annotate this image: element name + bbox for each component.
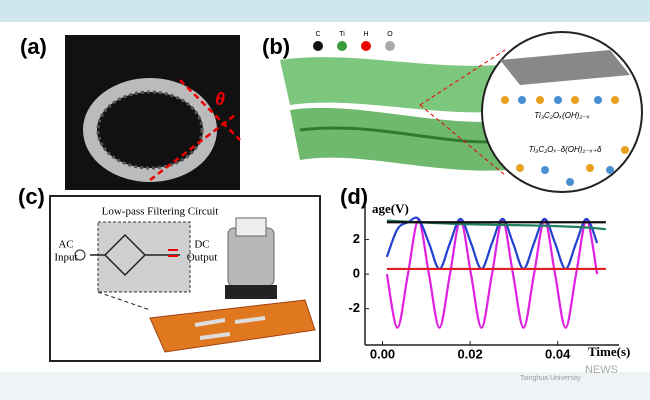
x-tick-label: 0.02 xyxy=(457,346,482,361)
layer xyxy=(280,57,520,113)
electrodes xyxy=(194,316,266,340)
input-label: Input xyxy=(54,252,77,264)
angle-line xyxy=(179,79,241,141)
ring xyxy=(83,78,217,182)
layer xyxy=(290,107,520,171)
x-axis-label: Time(s) xyxy=(588,344,630,359)
atom-legend xyxy=(313,41,395,51)
capacitor-base xyxy=(225,285,277,299)
x-tick-label: 0.04 xyxy=(545,346,571,361)
series-line xyxy=(385,219,599,329)
atom-label: H xyxy=(363,31,368,38)
angle-line xyxy=(149,114,236,181)
atom-dot xyxy=(385,41,395,51)
atom-dot xyxy=(313,41,323,51)
atom-dot xyxy=(337,41,347,51)
output-label: Output xyxy=(187,252,218,264)
watermark-news: NEWS xyxy=(585,364,618,376)
ring-pattern xyxy=(96,90,204,170)
atom-dot xyxy=(361,41,371,51)
capacitor-top xyxy=(235,217,267,237)
capacitor-photo xyxy=(227,227,275,287)
zoom-line xyxy=(97,291,151,311)
zoom-line xyxy=(419,49,506,106)
ions xyxy=(501,96,629,172)
y-axis-label: age(V) xyxy=(372,201,409,216)
formula: Ti₃C₂Oₓ(OH)₂₋ₓ xyxy=(534,111,590,120)
circuit-title: Low-pass Filtering Circuit xyxy=(102,206,219,218)
atom-label: C xyxy=(315,31,320,38)
atom-label: Ti xyxy=(339,31,345,38)
panel-label: (b) xyxy=(262,34,290,59)
panel-label: (c) xyxy=(18,184,45,209)
x-tick-label: 0.00 xyxy=(370,346,395,361)
y-tick-label: 2 xyxy=(353,231,360,246)
atom-label: O xyxy=(387,31,393,38)
y-tick-label: -2 xyxy=(348,300,360,315)
lattice xyxy=(500,50,630,85)
panel-label: (a) xyxy=(20,34,47,59)
board xyxy=(149,299,316,353)
bottom-banner xyxy=(0,372,650,400)
formula: Ti₃C₂Oₓ₋δ(OH)₂₋ₓ₊δ xyxy=(529,145,602,154)
output-label: DC xyxy=(194,239,209,251)
ions xyxy=(518,96,614,186)
chart: -2 0 2 0.00 0.02 0.04 age(V) Time(s) xyxy=(348,201,630,361)
y-tick-label: 0 xyxy=(353,266,360,281)
series-line xyxy=(385,216,599,271)
zoom-line xyxy=(419,104,506,176)
watermark: Tsinghua University xyxy=(520,375,581,382)
input-label: AC xyxy=(58,239,73,251)
top-banner xyxy=(0,0,650,22)
angle-label: θ xyxy=(215,89,225,109)
ac-source xyxy=(74,249,86,261)
panel-label: (d) xyxy=(340,184,368,209)
